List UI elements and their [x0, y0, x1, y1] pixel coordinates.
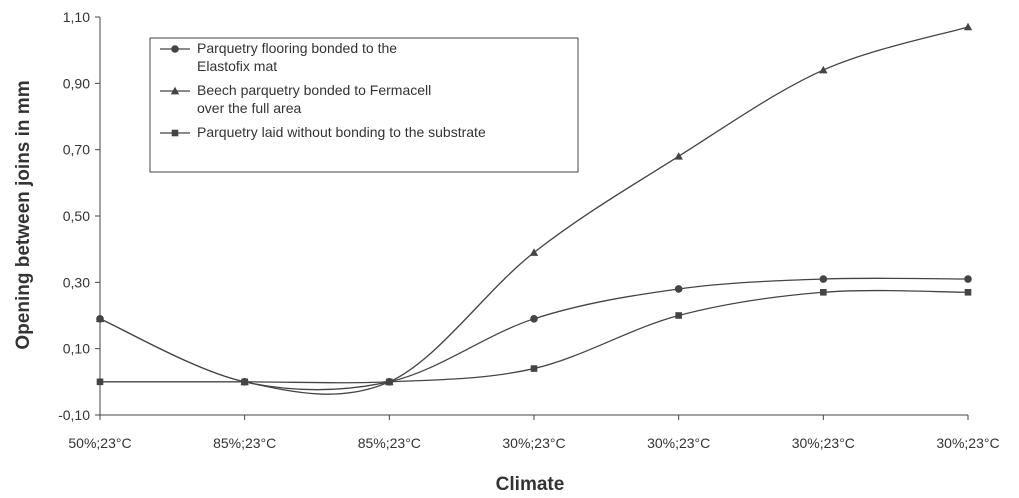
legend-label: Elastofix mat: [197, 58, 277, 74]
y-tick-label: 0,30: [63, 274, 90, 290]
data-point: [530, 365, 538, 372]
data-point: [241, 378, 248, 386]
x-axis-title: Climate: [496, 474, 565, 495]
data-point: [819, 65, 828, 74]
legend-label: Parquetry flooring bonded to the: [197, 40, 397, 56]
legend-box: [149, 37, 579, 173]
x-tick-label: 85%;23°C: [213, 435, 276, 451]
y-tick-label: 0,70: [63, 142, 90, 158]
series-square: [96, 288, 972, 386]
y-tick-label: -0,10: [58, 407, 90, 423]
x-tick-label: 85%;23°C: [358, 435, 421, 451]
series-layer: [95, 22, 973, 395]
data-point: [95, 314, 105, 323]
legend-marker: [170, 86, 180, 95]
legend-item: Parquetry flooring bonded to the Elastofi…: [160, 40, 397, 74]
x-tick-label: 30%;23°C: [502, 435, 565, 451]
data-point: [674, 152, 683, 160]
legend-item: Parquetry laid without bonding to the su…: [160, 124, 486, 140]
legend-marker: [171, 45, 179, 53]
data-point: [96, 378, 104, 386]
data-point: [386, 378, 393, 386]
legend-label: Beech parquetry bonded to Fermacell: [197, 82, 431, 98]
data-point: [819, 275, 828, 283]
legend-label: Parquetry laid without bonding to the su…: [197, 124, 486, 140]
legend: Parquetry flooring bonded to the Elastofi…: [149, 37, 579, 173]
data-point: [820, 288, 827, 296]
data-point: [530, 315, 538, 323]
x-tick-label: 30%;23°C: [647, 435, 710, 451]
series-circle: [96, 275, 972, 391]
series-line: [99, 277, 969, 391]
data-point: [964, 275, 972, 283]
legend-item: Beech parquetry bonded to Fermacell over …: [160, 82, 431, 116]
data-point: [529, 248, 539, 256]
data-point: [675, 312, 682, 319]
x-tick-label: 30%;23°C: [792, 435, 855, 451]
data-point: [674, 285, 683, 293]
y-tick-label: 0,10: [63, 341, 90, 357]
y-tick-label: 1,10: [63, 9, 90, 25]
data-point: [963, 22, 973, 31]
y-tick-label: 0,50: [63, 208, 90, 224]
data-point: [964, 288, 972, 296]
legend-label: over the full area: [197, 100, 301, 116]
x-tick-label: 50%;23°C: [68, 435, 131, 451]
legend-marker: [171, 129, 179, 137]
y-tick-label: 0,90: [63, 75, 90, 91]
x-tick-label: 30%;23°C: [936, 435, 999, 451]
axes: -0,10 0,10 0,30 0,50 0,70 0,90 1,10 50%;23°C 85%…: [58, 9, 1000, 451]
y-axis-title: Opening between joins in mm: [13, 80, 34, 349]
